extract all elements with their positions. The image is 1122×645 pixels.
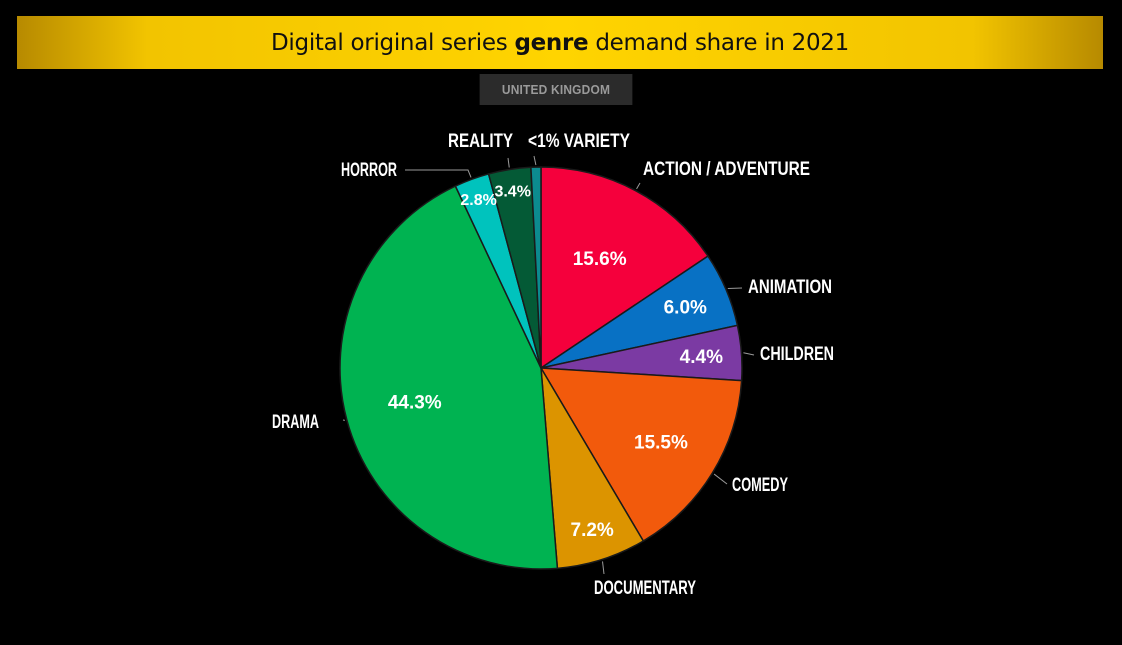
category-label-4: DOCUMENTARY (594, 578, 696, 599)
chart-title: Digital original series genre demand sha… (271, 30, 849, 56)
category-label-0: ACTION / ADVENTURE (643, 159, 810, 180)
leader-line-1 (727, 287, 743, 290)
value-label-1: 6.0% (664, 298, 707, 319)
value-label-2: 4.4% (680, 347, 723, 368)
region-badge: UNITED KINGDOM (479, 74, 633, 105)
value-label-7: 3.4% (494, 183, 530, 200)
category-label-7: REALITY (448, 131, 513, 152)
category-label-5: DRAMA (272, 412, 319, 433)
category-label-6: HORROR (341, 160, 397, 181)
leader-line-7 (507, 157, 510, 168)
value-label-3: 15.5% (634, 433, 688, 454)
leader-line-2 (743, 352, 755, 356)
pie-slice-3 (539, 367, 743, 543)
leader-line-0 (636, 182, 641, 190)
title-text-bold: genre (514, 29, 589, 56)
leader-line-8 (533, 155, 537, 166)
category-label-8: <1% VARIETY (528, 131, 630, 152)
leader-line-3 (713, 473, 728, 485)
category-label-1: ANIMATION (748, 277, 832, 298)
leader-lines (342, 155, 755, 575)
leader-line-6 (405, 169, 472, 178)
category-label-3: COMEDY (732, 475, 788, 496)
category-label-2: CHILDREN (760, 344, 834, 365)
title-banner: Digital original series genre demand sha… (17, 16, 1103, 69)
leader-line-4 (602, 561, 605, 575)
value-label-5: 44.3% (388, 393, 442, 414)
pie-labels: 15.6% ACTION / ADVENTURE 6.0% ANIMATION 4.4%… (272, 131, 834, 599)
value-label-0: 15.6% (573, 249, 627, 270)
pie-slices (339, 166, 743, 570)
title-text-start: Digital original series (271, 29, 515, 56)
value-label-6: 2.8% (460, 192, 496, 209)
pie-slice-0 (540, 166, 709, 370)
value-label-4: 7.2% (571, 520, 614, 541)
pie-slice-8 (530, 166, 542, 369)
title-text-end: demand share in 2021 (588, 29, 849, 56)
pie-slice-5 (339, 185, 559, 570)
